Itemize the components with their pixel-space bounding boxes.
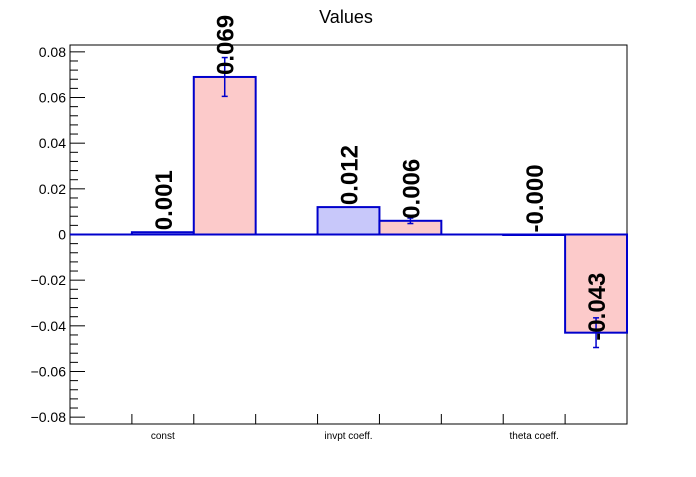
y-tick-label: −0.08 bbox=[31, 409, 67, 425]
x-category-label: theta coeff. bbox=[510, 431, 559, 442]
bar bbox=[502, 233, 567, 236]
x-category-label: const bbox=[151, 431, 175, 442]
bar bbox=[316, 206, 381, 236]
bar bbox=[564, 233, 628, 334]
y-tick-label: −0.04 bbox=[31, 318, 67, 334]
y-tick-label: −0.06 bbox=[31, 363, 67, 379]
y-tick-label: 0.02 bbox=[39, 181, 66, 197]
data-labels: 0.001 0.069 0.012 0.006 -0.000 -0.043 bbox=[151, 15, 611, 341]
y-tick-label: 0.06 bbox=[39, 90, 66, 106]
data-label: 0.069 bbox=[213, 15, 240, 75]
data-label: 0.001 bbox=[151, 170, 178, 230]
y-tick-label: −0.02 bbox=[31, 272, 67, 288]
bars bbox=[130, 56, 628, 349]
bar bbox=[130, 231, 195, 236]
data-label: -0.043 bbox=[584, 273, 611, 341]
x-category-label: invpt coeff. bbox=[324, 431, 372, 442]
data-label: 0.006 bbox=[398, 159, 425, 219]
bar bbox=[192, 75, 257, 236]
y-tick-label: 0.04 bbox=[39, 135, 66, 151]
chart-title: Values bbox=[319, 7, 373, 27]
y-tick-label: 0.08 bbox=[39, 44, 66, 60]
data-label: -0.000 bbox=[522, 164, 549, 232]
data-label: 0.012 bbox=[337, 145, 364, 205]
y-tick-label: 0 bbox=[58, 227, 66, 243]
